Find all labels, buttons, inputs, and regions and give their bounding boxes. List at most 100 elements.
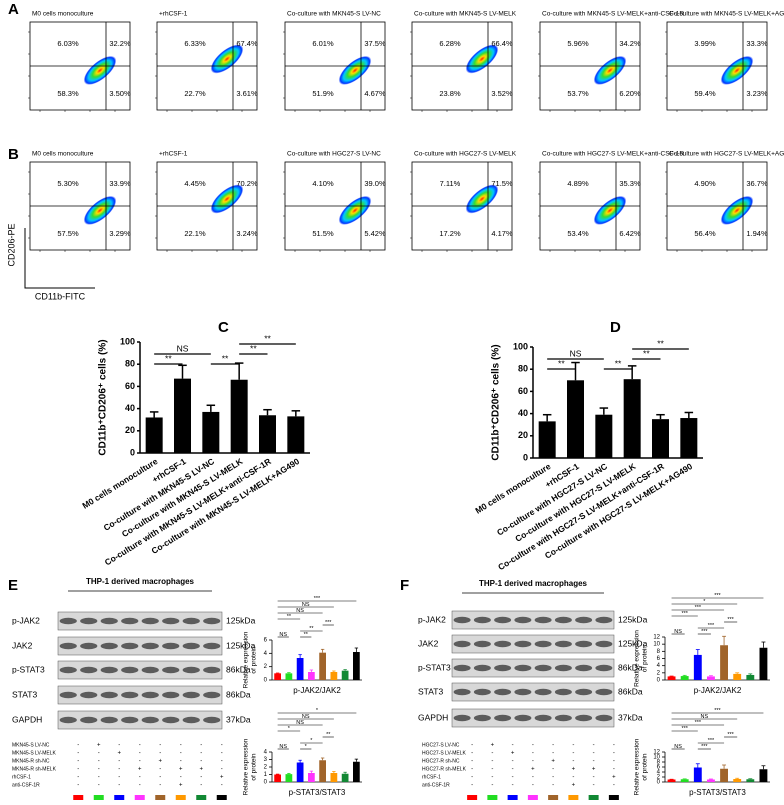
treatment-mark: - [159,751,161,757]
blot-band [514,688,532,696]
bar [202,411,220,453]
blot-band [453,616,471,624]
significance-label: *** [727,617,734,623]
y-axis-label: of protein [642,645,649,672]
quadrant-percent: 35.3% [619,179,641,188]
treatment-mark: - [98,783,100,789]
treatment-mark: - [532,775,534,781]
treatment-label: rhCSF-1 [12,774,31,780]
treatment-mark: + [117,751,121,757]
bar [296,658,304,680]
blot-band [473,640,491,648]
flow-title: M0 cells monoculture [32,151,94,158]
bar [341,670,349,680]
blot-row-label: p-JAK2 [12,615,40,625]
significance-label: * [703,599,706,605]
error-bar [682,674,687,677]
treatment-mark: + [491,743,495,749]
quadrant-percent: 4.89% [567,179,589,188]
treatment-mark: - [593,775,595,781]
blot-band [453,714,471,722]
blot-band [59,666,77,674]
lane-swatch [175,795,186,800]
error-bar [178,364,187,379]
treatment-mark: - [118,775,120,781]
quadrant-percent: 67.4% [236,39,258,48]
treatment-mark: + [97,743,101,749]
treatment-label: MKN45-S LV-MELK [12,750,56,756]
blot-title: THP-1 derived macrophages [479,579,588,588]
cell-cloud [593,195,627,225]
significance-label: NS [279,632,287,638]
treatment-mark: - [512,759,514,765]
x-axis-label: p-JAK2/JAK2 [293,686,341,695]
cell-cloud [83,55,117,85]
blot-band [80,716,98,724]
blot-band [80,617,98,625]
significance-label: * [288,726,291,732]
error-bar [761,765,766,770]
quadrant-percent: 6.42% [619,229,641,238]
bar [174,378,191,453]
treatment-mark: - [613,743,615,749]
blot-band [453,664,471,672]
y-tick-label: 20 [518,430,528,440]
treatment-label: HGC27-S LV-NC [422,742,460,748]
blot-band [554,640,572,648]
flow-title: Co-culture with HGC27-S LV-MELK+anti-CSF… [542,151,684,158]
flow-title: Co-culture with HGC27-S LV-MELK [414,151,517,158]
blot-band [182,691,200,699]
quadrant-percent: 34.2% [619,39,641,48]
bar [667,676,676,680]
lane-swatch [73,795,84,800]
treatment-mark: - [593,783,595,789]
blot-band [575,616,593,624]
y-axis-label: of protein [642,753,649,780]
blot-band [141,617,159,625]
blot-band [473,616,491,624]
treatment-mark: - [139,783,141,789]
significance-label: ** [222,353,229,363]
significance-label: *** [681,611,688,617]
lane-swatch [155,795,166,800]
treatment-mark: + [572,783,576,789]
blot-band [162,716,180,724]
blot-band [514,664,532,672]
significance-label: *** [681,726,688,732]
treatment-mark: - [159,783,161,789]
bar [319,760,326,782]
treatment-mark: - [180,759,182,765]
treatment-mark: - [593,743,595,749]
blot-band [534,688,552,696]
error-bar [708,675,713,677]
lane-swatch [608,795,619,800]
treatment-mark: + [572,767,576,773]
significance-label: ** [165,353,172,363]
blot-band [121,691,139,699]
bar [330,672,338,680]
error-bar [599,407,609,415]
flow-title: Co-culture with MKN45-S LV-MELK [414,11,517,18]
bar [287,416,305,453]
y-axis-label: Relative expression [634,738,641,795]
blot-band [514,714,532,722]
y-axis-label: of protein [251,753,258,780]
blot-band [121,642,139,650]
quadrant-percent: 33.9% [109,179,131,188]
treatment-mark: - [512,743,514,749]
treatment-mark: - [491,751,493,757]
blot-band [514,616,532,624]
blot-row-label: STAT3 [12,689,37,699]
blot-band [59,642,77,650]
blot-band [534,640,552,648]
error-bar [722,764,727,769]
blot-size-label: 86kDa [618,686,643,696]
panel-label: F [400,577,409,594]
significance-label: ** [250,343,257,353]
blot-band [514,640,532,648]
blot-strip [451,610,615,630]
error-bar [354,758,359,762]
cell-cloud [720,195,754,225]
panel-label: E [8,577,18,594]
